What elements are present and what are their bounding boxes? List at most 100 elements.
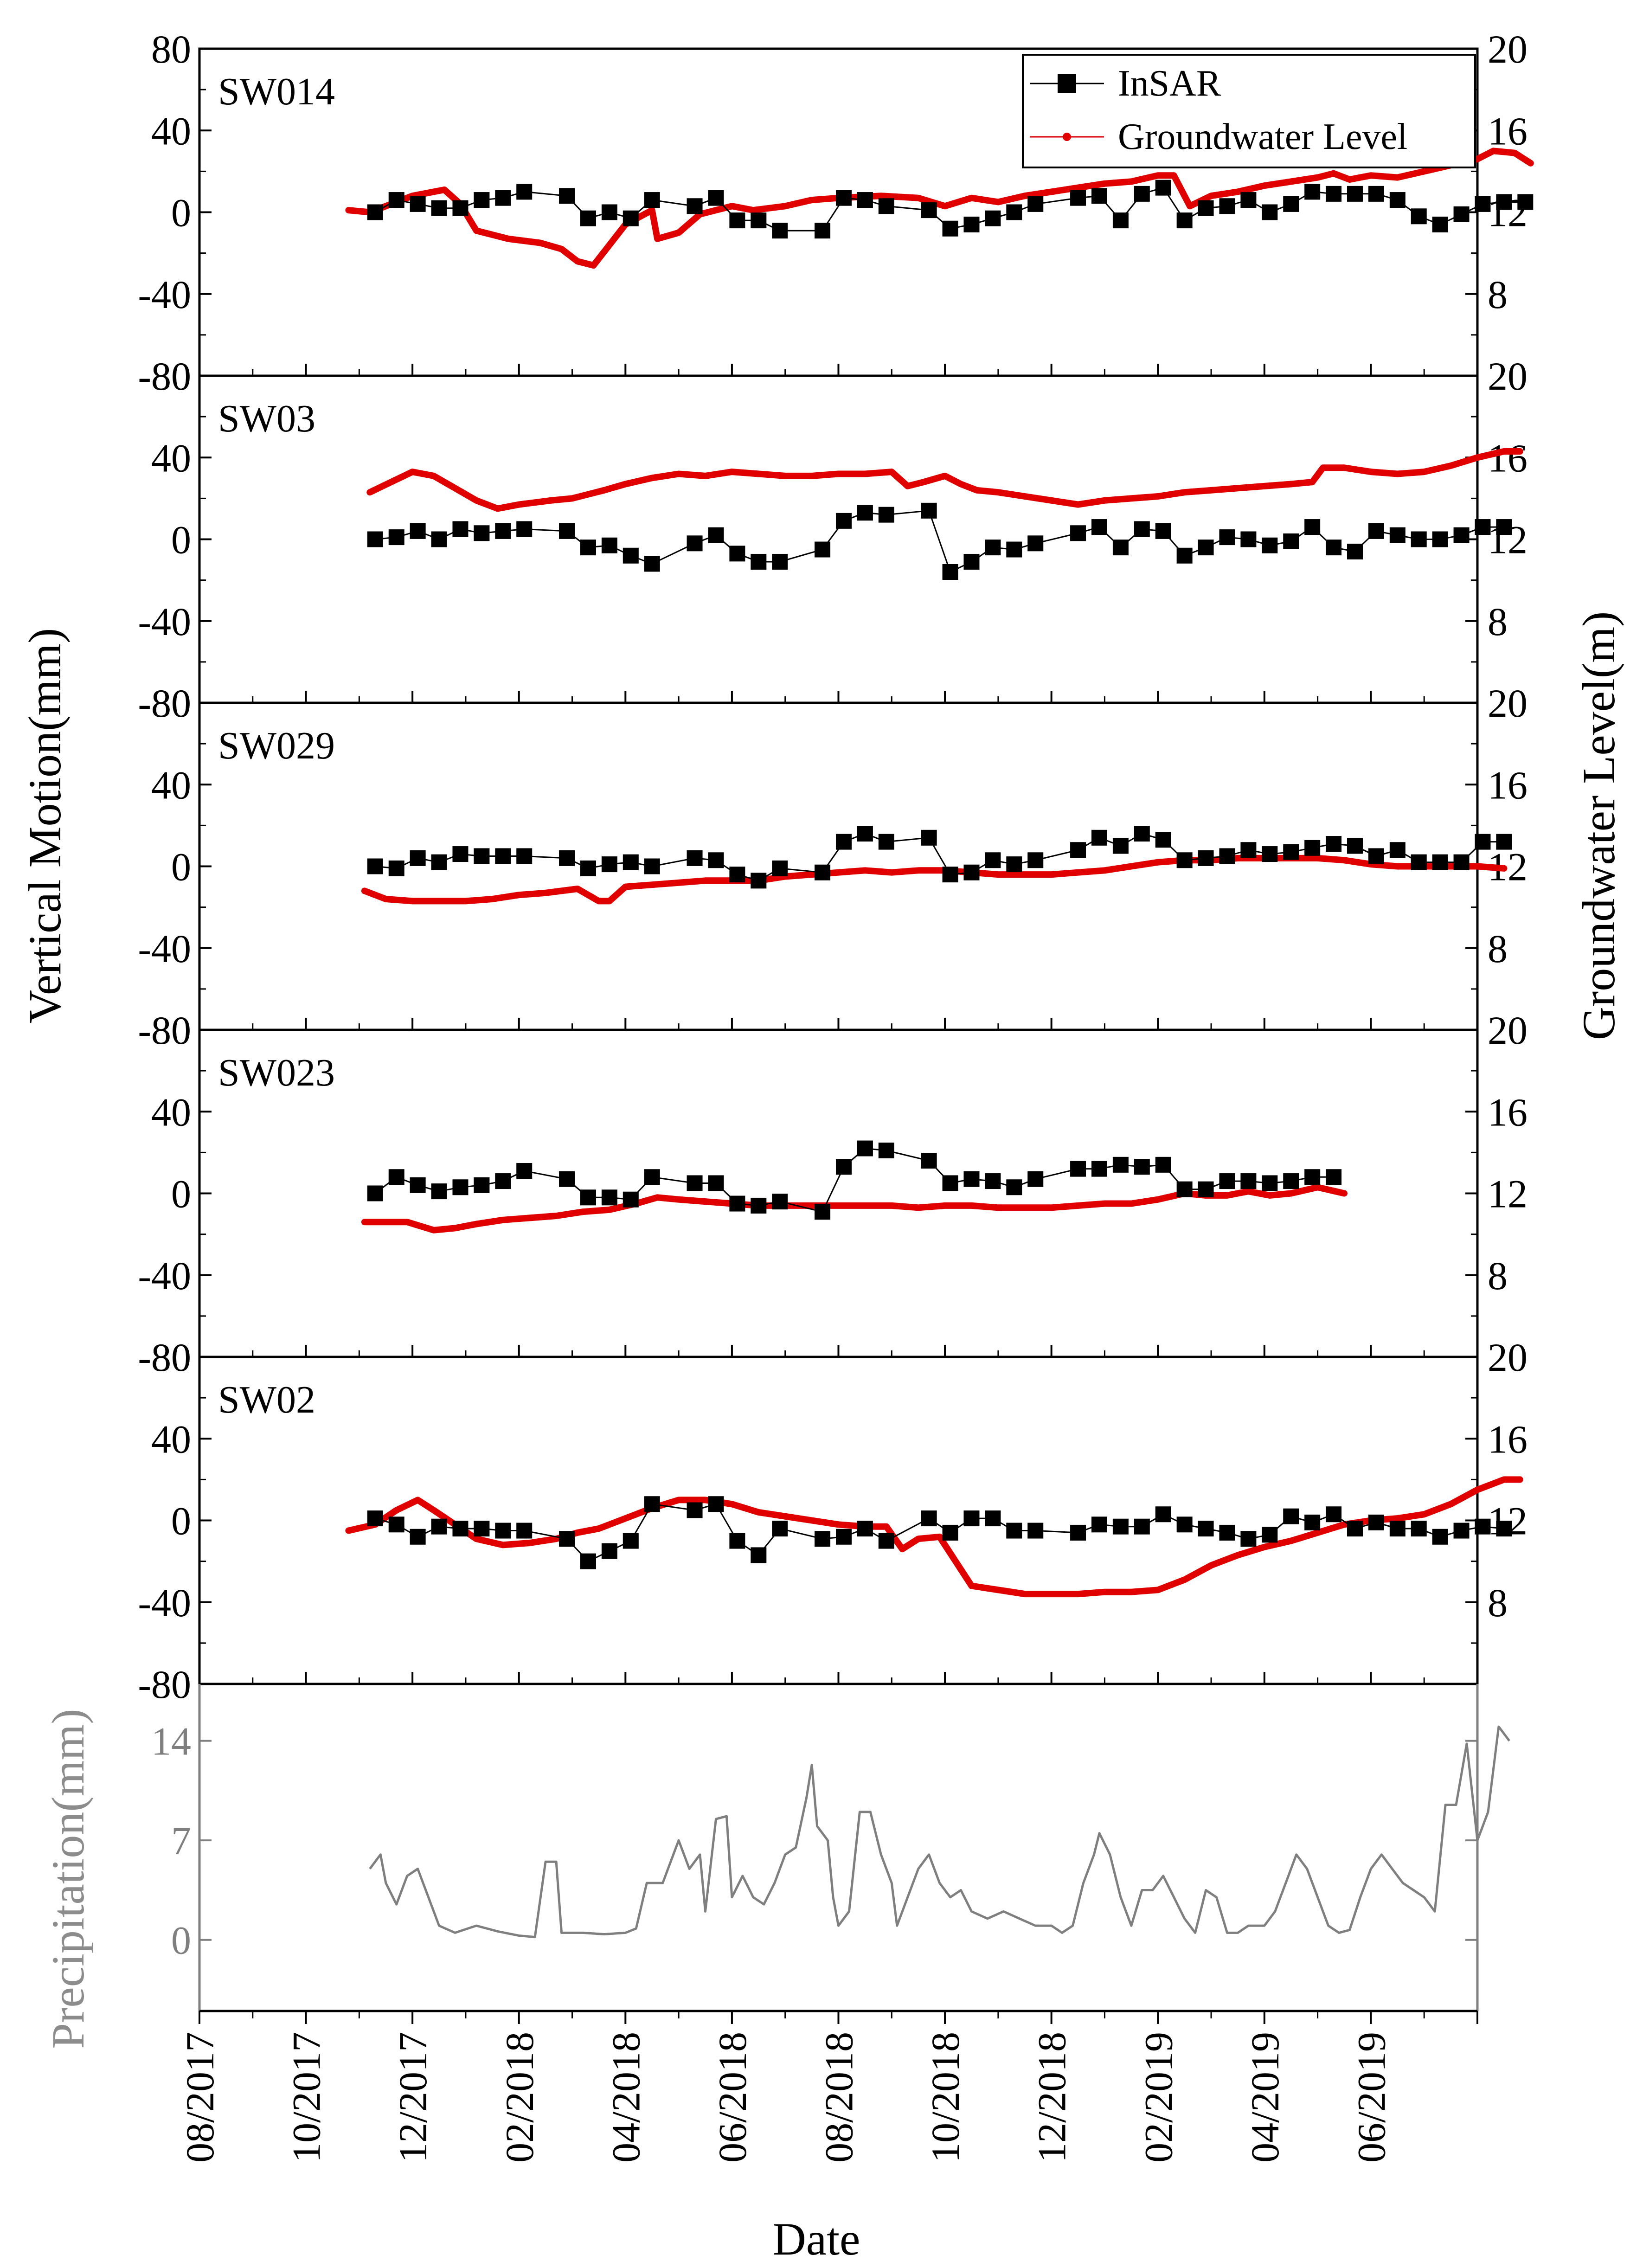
left-tick-label: -40 — [138, 1253, 191, 1298]
insar-point — [1262, 1175, 1278, 1191]
insar-point — [1176, 1516, 1193, 1533]
right-tick-label: 8 — [1488, 1581, 1508, 1625]
insar-point — [452, 521, 469, 537]
insar-point — [601, 1543, 617, 1559]
insar-point — [1198, 540, 1214, 556]
legend-insar-label: InSAR — [1118, 63, 1221, 104]
insar-point — [921, 1153, 937, 1169]
left-tick-label: 80 — [151, 27, 191, 71]
insar-point — [1091, 1516, 1107, 1533]
insar-point — [388, 192, 404, 208]
insar-point — [1262, 1527, 1278, 1543]
right-tick-label: 20 — [1488, 1335, 1527, 1380]
insar-point — [516, 848, 533, 864]
insar-point — [1176, 212, 1193, 229]
insar-point — [729, 1195, 745, 1212]
insar-point — [1155, 832, 1171, 848]
left-tick-label: 0 — [171, 191, 191, 235]
insar-point — [367, 204, 383, 220]
insar-point — [516, 521, 533, 537]
insar-point — [708, 190, 724, 206]
insar-point — [1070, 525, 1086, 541]
precip-tick-label: 14 — [151, 1719, 191, 1764]
insar-point — [729, 867, 745, 883]
insar-point — [1112, 540, 1129, 556]
insar-point — [1411, 1521, 1427, 1537]
left-tick-label: -40 — [138, 272, 191, 317]
insar-point — [878, 507, 894, 523]
x-tick-label: 10/2018 — [923, 2032, 968, 2163]
insar-point — [1262, 846, 1278, 862]
right-tick-label: 8 — [1488, 272, 1508, 317]
insar-point — [623, 547, 639, 564]
insar-point — [921, 1510, 937, 1527]
insar-point — [878, 1533, 894, 1549]
x-tick-label: 04/2019 — [1243, 2032, 1287, 2163]
insar-point — [1006, 1179, 1022, 1195]
left-tick-label: 80 — [151, 681, 191, 726]
insar-point — [1453, 527, 1470, 543]
insar-point — [942, 867, 958, 883]
insar-point — [1496, 834, 1512, 850]
panel-label: SW02 — [218, 1378, 315, 1421]
insar-point — [963, 1171, 980, 1187]
insar-point — [708, 852, 724, 868]
insar-point — [878, 834, 894, 850]
insar-point — [388, 1169, 404, 1185]
left-tick-label: 0 — [171, 845, 191, 889]
insar-point — [1027, 196, 1044, 212]
insar-point — [431, 200, 447, 216]
insar-point — [687, 1502, 703, 1518]
insar-point — [1496, 1521, 1512, 1537]
insar-point — [559, 523, 575, 539]
panel-label: SW029 — [218, 724, 335, 767]
insar-point — [580, 1189, 596, 1206]
insar-point — [687, 535, 703, 552]
insar-point — [1475, 1518, 1491, 1535]
x-tick-label: 04/2018 — [603, 2032, 648, 2163]
insar-point — [1368, 186, 1384, 202]
right-tick-label: 16 — [1488, 763, 1527, 807]
x-tick-label: 08/2018 — [817, 2032, 861, 2163]
insar-point — [601, 537, 617, 553]
insar-point — [1155, 1156, 1171, 1173]
right-tick-label: 20 — [1488, 27, 1527, 71]
insar-point — [580, 540, 596, 556]
insar-point — [474, 1177, 490, 1193]
insar-point — [1219, 1173, 1235, 1189]
right-tick-label: 16 — [1488, 109, 1527, 153]
x-tick-label: 06/2019 — [1349, 2032, 1393, 2163]
insar-point — [1432, 531, 1448, 547]
right-tick-label: 8 — [1488, 599, 1508, 644]
insar-point — [963, 1510, 980, 1527]
x-tick-label: 02/2018 — [497, 2032, 542, 2163]
insar-point — [1347, 1521, 1363, 1537]
insar-point — [1134, 1159, 1150, 1175]
insar-point — [367, 858, 383, 874]
insar-point — [1155, 523, 1171, 539]
insar-point — [1283, 1173, 1299, 1189]
left-tick-label: 0 — [171, 1172, 191, 1216]
insar-point — [601, 856, 617, 873]
insar-point — [452, 1179, 469, 1195]
insar-point — [1240, 842, 1257, 858]
insar-point — [495, 523, 511, 539]
insar-point — [729, 1533, 745, 1549]
insar-point — [1006, 204, 1022, 220]
insar-point — [1112, 1518, 1129, 1535]
insar-point — [1304, 1169, 1321, 1185]
insar-point — [1155, 180, 1171, 196]
insar-point — [1326, 836, 1342, 852]
insar-point — [367, 1510, 383, 1527]
insar-point — [921, 829, 937, 846]
insar-point — [1475, 834, 1491, 850]
insar-point — [1411, 531, 1427, 547]
insar-point — [1027, 852, 1044, 868]
insar-point — [751, 212, 767, 229]
insar-point — [835, 1159, 852, 1175]
insar-point — [1475, 196, 1491, 212]
insar-point — [772, 1194, 788, 1210]
insar-point — [1368, 1514, 1384, 1530]
